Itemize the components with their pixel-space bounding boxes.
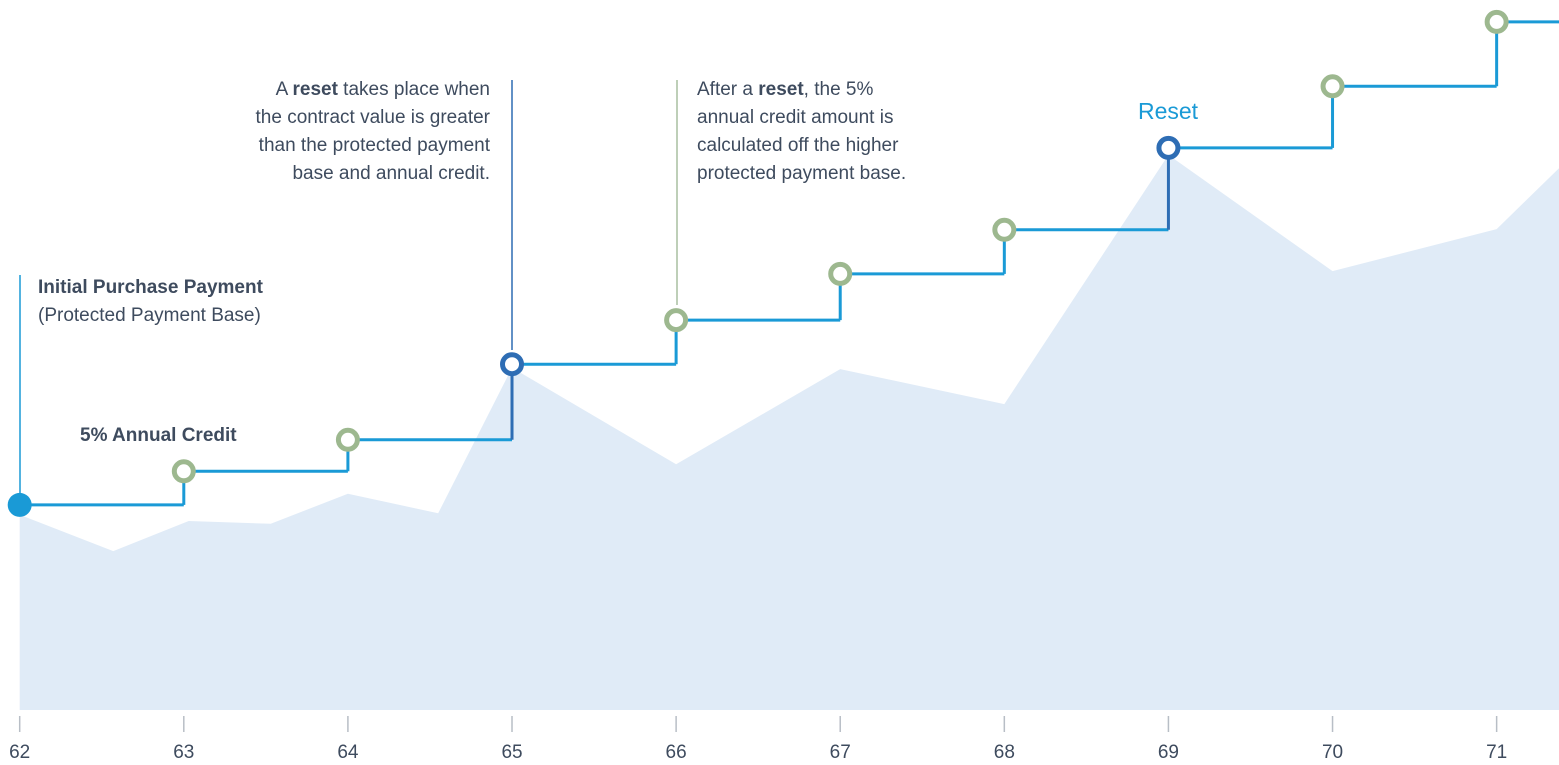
annotation-text: annual credit amount is — [697, 107, 893, 128]
annotation-text: than the protected payment — [259, 135, 491, 156]
x-tick-label: 62 — [9, 742, 30, 763]
credit-marker — [335, 427, 360, 452]
start-marker — [7, 492, 32, 517]
reset-marker — [1156, 135, 1181, 160]
annotation-text: reset — [758, 79, 804, 100]
annotation-text: reset — [292, 79, 338, 100]
annotation-line: the contract value is greater — [256, 107, 491, 128]
annotation-text: takes place when — [338, 79, 490, 100]
annotation-line: base and annual credit. — [292, 163, 490, 184]
credit-marker — [1320, 74, 1345, 99]
label: Initial Purchase Payment — [38, 277, 264, 298]
x-tick-label: 70 — [1322, 742, 1343, 763]
x-tick-label: 67 — [830, 742, 851, 763]
annotation-line: calculated off the higher — [697, 135, 899, 156]
reset-label: Reset — [1138, 98, 1199, 124]
label: 5% Annual Credit — [80, 425, 237, 446]
credit-marker — [664, 308, 689, 333]
x-tick-label: 68 — [994, 742, 1015, 763]
label: (Protected Payment Base) — [38, 305, 261, 326]
annotation-text: protected payment base. — [697, 163, 906, 184]
annotation-text: A — [276, 79, 293, 100]
annotation-text: After a — [697, 79, 758, 100]
x-tick-label: 64 — [337, 742, 359, 763]
x-tick-label: 65 — [501, 742, 522, 763]
annotation-text: calculated off the higher — [697, 135, 899, 156]
x-tick-label: 69 — [1158, 742, 1179, 763]
credit-marker — [828, 261, 853, 286]
annotation-line: After a reset, the 5% — [697, 79, 873, 100]
x-tick-label: 66 — [666, 742, 687, 763]
annotation-line: protected payment base. — [697, 163, 906, 184]
x-tick-label: 71 — [1486, 742, 1507, 763]
annotation-line: than the protected payment — [259, 135, 491, 156]
annotation-line: A reset takes place when — [276, 79, 490, 100]
x-tick-label: 63 — [173, 742, 194, 763]
credit-marker — [992, 217, 1017, 242]
credit-marker — [171, 459, 196, 484]
annotation-text: base and annual credit. — [292, 163, 490, 184]
reset-marker — [500, 352, 525, 377]
annotation-text: the contract value is greater — [256, 107, 491, 128]
credit-marker — [1484, 9, 1509, 34]
annotation-text: , the 5% — [804, 79, 874, 100]
annotation-line: annual credit amount is — [697, 107, 893, 128]
contract-value-area — [19, 154, 1559, 710]
